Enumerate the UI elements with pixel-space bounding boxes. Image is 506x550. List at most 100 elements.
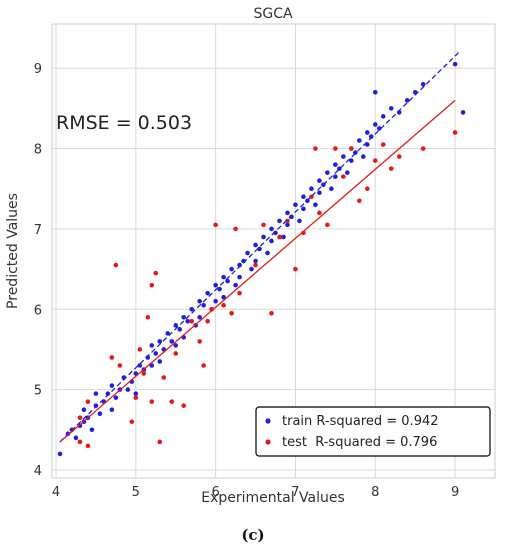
train-point	[57, 451, 63, 457]
x-tick-label: 7	[291, 485, 299, 500]
test-point	[341, 174, 346, 179]
train-point	[217, 286, 222, 292]
train-point	[313, 202, 318, 208]
chart-title: SGCA	[253, 6, 293, 22]
test-point	[364, 186, 370, 192]
train-point	[201, 302, 206, 308]
train-point	[245, 250, 250, 256]
test-point	[149, 399, 155, 404]
train-point	[97, 411, 103, 417]
train-point	[77, 423, 83, 429]
train-point	[149, 363, 155, 368]
train-point	[93, 403, 99, 408]
test-point	[357, 198, 362, 204]
y-tick-label: 4	[34, 464, 42, 479]
test-point	[233, 226, 238, 232]
test-point	[141, 371, 147, 376]
test-point	[137, 347, 143, 352]
y-tick-label: 7	[34, 223, 42, 238]
test-point	[205, 319, 210, 324]
test-point	[237, 290, 242, 296]
train-point	[269, 238, 274, 244]
train-point	[289, 214, 294, 220]
train-point	[153, 351, 159, 356]
y-tick-label: 9	[34, 62, 42, 77]
train-point	[329, 186, 334, 192]
train-point	[345, 170, 350, 175]
train-point	[265, 250, 270, 256]
test-point	[189, 319, 194, 324]
test-point	[277, 234, 282, 240]
train-point	[253, 258, 258, 264]
train-point	[137, 363, 143, 368]
train-point	[360, 154, 366, 159]
train-point	[317, 178, 322, 183]
test-point	[333, 146, 338, 151]
test-point	[77, 439, 83, 445]
train-point	[372, 90, 378, 95]
test-point	[452, 130, 458, 135]
y-tick-labels: 4 5 6 7 8 9	[34, 62, 42, 479]
train-point	[165, 331, 171, 336]
train-point	[221, 294, 226, 300]
train-point	[213, 298, 218, 304]
y-tick-label: 8	[34, 143, 42, 158]
train-point	[125, 387, 131, 392]
test-point	[396, 154, 402, 159]
train-point	[237, 274, 242, 280]
grid-x	[55, 24, 456, 478]
x-axis-label: Experimental Values	[201, 490, 345, 506]
x-tick-label: 4	[52, 485, 60, 500]
test-point	[117, 363, 123, 368]
train-point	[404, 98, 410, 103]
train-point	[169, 339, 175, 344]
test-point	[161, 375, 167, 380]
train-point	[333, 162, 338, 167]
test-point	[325, 222, 330, 228]
test-point	[85, 443, 91, 449]
train-point	[333, 174, 338, 179]
train-point	[149, 343, 155, 348]
train-point	[293, 202, 298, 208]
train-point	[301, 194, 306, 200]
test-point	[197, 339, 202, 344]
test-point	[145, 314, 151, 320]
test-point	[85, 399, 91, 404]
test-point	[149, 282, 155, 288]
plot-frame	[51, 23, 496, 479]
train-point	[213, 282, 218, 288]
train-point	[301, 206, 306, 212]
train-points	[57, 61, 466, 457]
test-point	[157, 439, 163, 445]
train-point	[297, 218, 302, 224]
train-point	[349, 158, 354, 163]
train-point	[157, 339, 163, 344]
train-point	[341, 154, 346, 159]
test-point	[77, 415, 83, 421]
train-point	[177, 327, 183, 332]
train-point	[197, 314, 202, 320]
y-tick-label: 6	[34, 303, 42, 318]
train-point	[89, 427, 95, 433]
train-point	[157, 359, 163, 364]
train-point	[388, 106, 394, 111]
train-point	[205, 290, 210, 296]
test-point	[221, 302, 226, 308]
x-tick-label: 9	[451, 485, 459, 500]
train-point	[269, 226, 274, 232]
x-tick-labels: 4 5 6 7 8 9	[52, 485, 459, 500]
test-point	[153, 270, 159, 276]
y-tick-label: 5	[34, 384, 42, 399]
train-point	[229, 266, 234, 272]
train-point	[249, 266, 254, 272]
train-point	[281, 234, 286, 240]
legend-train-label: train R-squared = 0.942	[282, 414, 439, 429]
train-point	[452, 61, 458, 67]
test-fit-line	[59, 99, 456, 443]
x-tick-label: 8	[371, 485, 379, 500]
train-point	[221, 274, 226, 280]
test-points	[77, 130, 458, 449]
test-point	[380, 142, 386, 147]
legend-test-label: test R-squared = 0.796	[282, 435, 437, 450]
train-point	[285, 210, 290, 216]
